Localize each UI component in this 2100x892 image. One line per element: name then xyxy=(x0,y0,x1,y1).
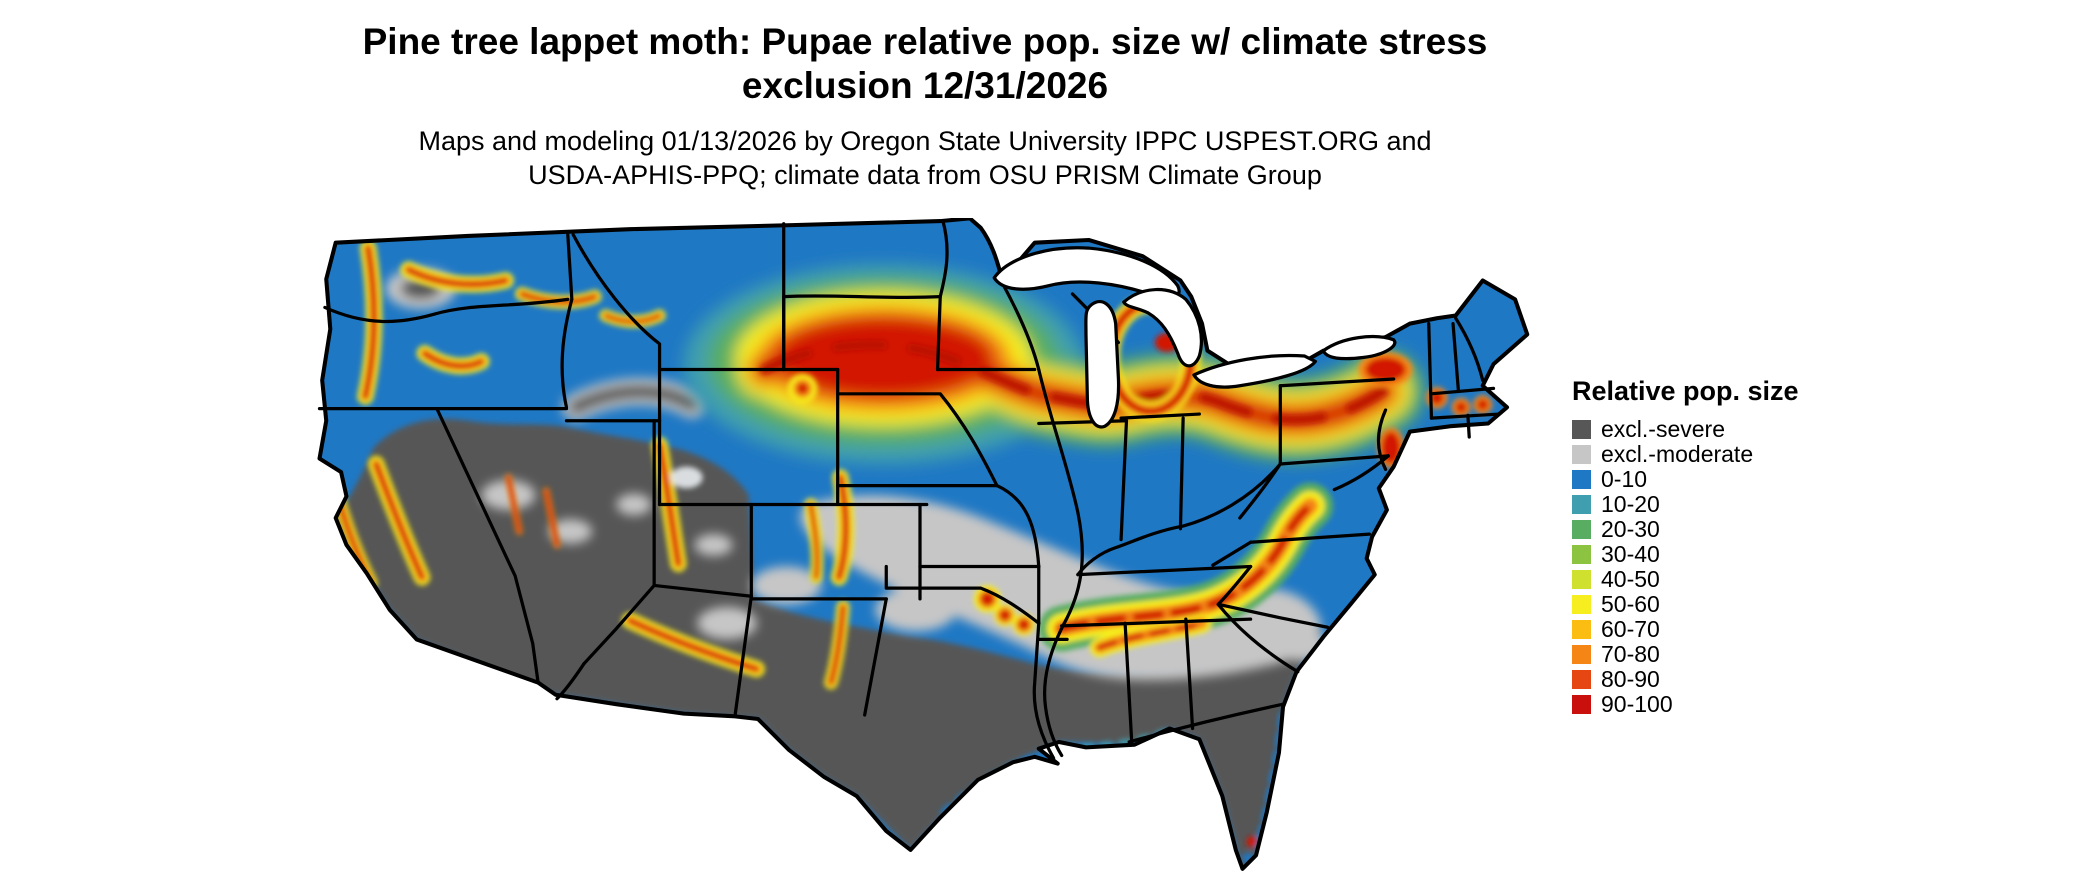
legend-row: 50-60 xyxy=(1572,591,1799,617)
legend-swatch xyxy=(1572,445,1591,464)
legend-row: 10-20 xyxy=(1572,491,1799,517)
lake-michigan xyxy=(1084,300,1121,429)
legend-swatch xyxy=(1572,420,1591,439)
legend-label: 0-10 xyxy=(1601,466,1648,492)
legend-label: 40-50 xyxy=(1601,566,1660,592)
legend-entries: excl.-severe excl.-moderate 0-10 10-20 20-30… xyxy=(1572,416,1799,717)
legend-row: 60-70 xyxy=(1572,616,1799,642)
map-title: Pine tree lappet moth: Pupae relative po… xyxy=(330,20,1520,108)
map-title-line2: exclusion 12/31/2026 xyxy=(741,65,1109,106)
map-state-borders xyxy=(317,219,1501,760)
legend-swatch xyxy=(1572,620,1591,639)
legend-row: 0-10 xyxy=(1572,466,1799,492)
legend-label: 50-60 xyxy=(1601,591,1660,617)
map-title-line1: Pine tree lappet moth: Pupae relative po… xyxy=(362,21,1488,62)
legend-row: excl.-severe xyxy=(1572,416,1799,442)
legend-label: 90-100 xyxy=(1601,691,1673,717)
legend-row: 80-90 xyxy=(1572,666,1799,692)
legend-row: 40-50 xyxy=(1572,566,1799,592)
legend: Relative pop. size excl.-severe excl.-mod… xyxy=(1572,376,1799,717)
legend-swatch xyxy=(1572,545,1591,564)
legend-row: excl.-moderate xyxy=(1572,441,1799,467)
lake-ontario xyxy=(1321,335,1397,361)
legend-title: Relative pop. size xyxy=(1572,376,1799,406)
header: Pine tree lappet moth: Pupae relative po… xyxy=(330,20,1520,192)
legend-swatch xyxy=(1572,695,1591,714)
legend-swatch xyxy=(1572,495,1591,514)
legend-label: excl.-severe xyxy=(1601,416,1725,442)
legend-row: 90-100 xyxy=(1572,691,1799,717)
legend-swatch xyxy=(1572,595,1591,614)
us-map xyxy=(317,218,1530,871)
map-lakes xyxy=(992,246,1397,429)
lake-erie xyxy=(1192,353,1318,389)
legend-swatch xyxy=(1572,470,1591,489)
map-subtitle-line2: USDA-APHIS-PPQ; climate data from OSU PR… xyxy=(528,160,1322,190)
legend-label: 70-80 xyxy=(1601,641,1660,667)
legend-row: 30-40 xyxy=(1572,541,1799,567)
legend-label: excl.-moderate xyxy=(1601,441,1754,467)
legend-swatch xyxy=(1572,645,1591,664)
legend-swatch xyxy=(1572,520,1591,539)
map-subtitle: Maps and modeling 01/13/2026 by Oregon S… xyxy=(330,124,1520,192)
legend-label: 20-30 xyxy=(1601,516,1660,542)
legend-label: 60-70 xyxy=(1601,616,1660,642)
legend-row: 70-80 xyxy=(1572,641,1799,667)
legend-label: 30-40 xyxy=(1601,541,1660,567)
legend-label: 10-20 xyxy=(1601,491,1660,517)
legend-row: 20-30 xyxy=(1572,516,1799,542)
map-subtitle-line1: Maps and modeling 01/13/2026 by Oregon S… xyxy=(418,126,1432,156)
legend-label: 80-90 xyxy=(1601,666,1660,692)
legend-swatch xyxy=(1572,670,1591,689)
legend-swatch xyxy=(1572,570,1591,589)
lake-huron xyxy=(1122,287,1204,368)
